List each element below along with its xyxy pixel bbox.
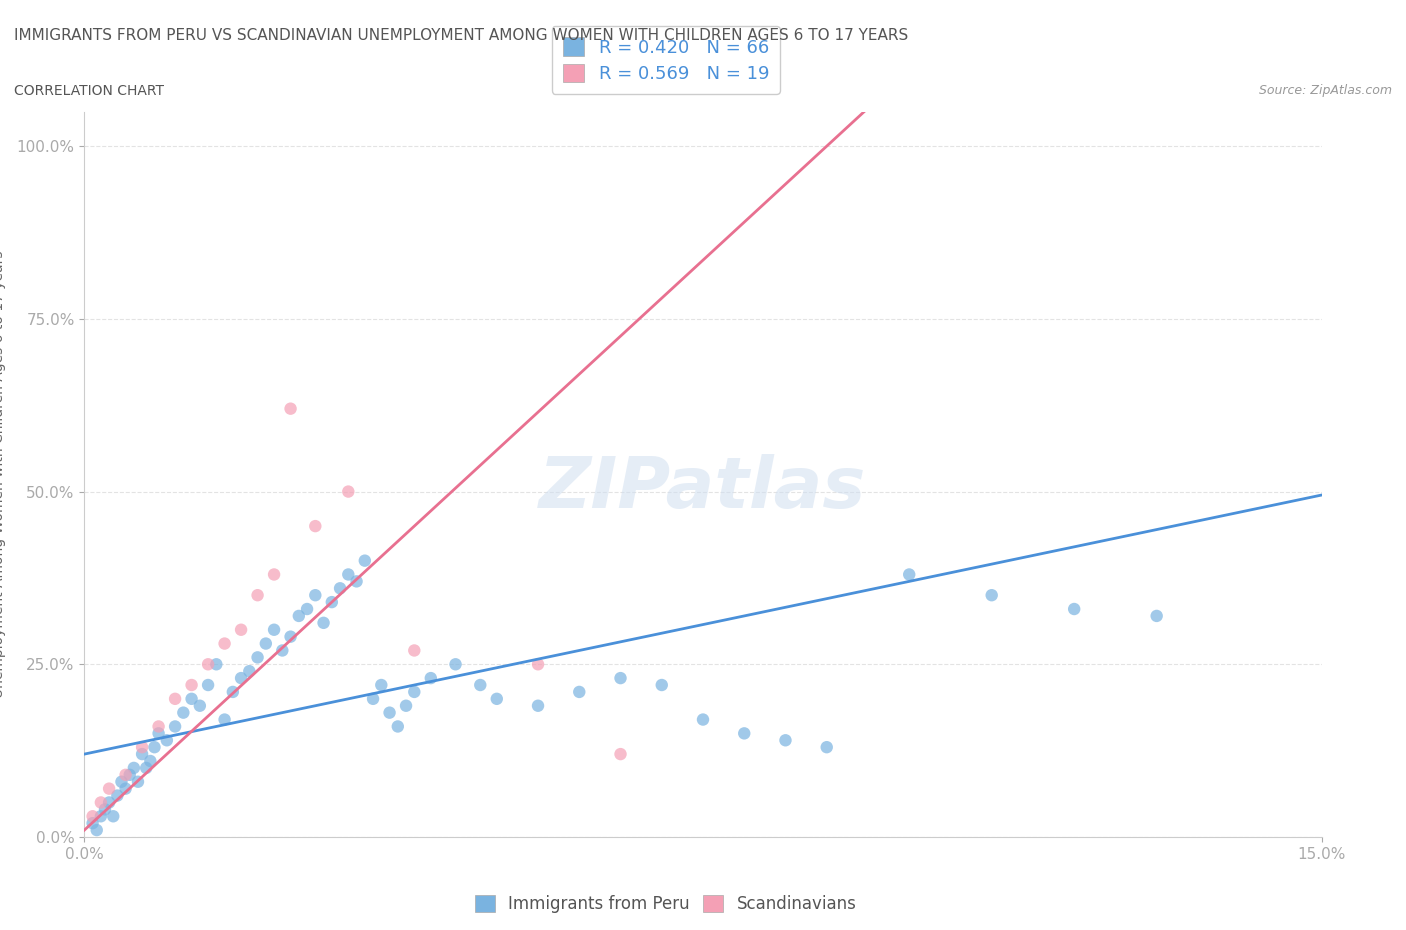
Point	[114, 767, 136, 782]
Point	[609, 671, 631, 685]
Point	[346, 574, 368, 589]
Point	[980, 588, 1002, 603]
Point	[214, 636, 236, 651]
Point	[148, 719, 170, 734]
Point	[156, 733, 179, 748]
Point	[898, 567, 921, 582]
Point	[321, 594, 343, 609]
Point	[271, 643, 294, 658]
Point	[378, 705, 401, 720]
Point	[692, 712, 714, 727]
Point	[229, 622, 252, 637]
Point	[188, 698, 211, 713]
Point	[815, 739, 838, 754]
Point	[135, 761, 157, 776]
Point	[353, 553, 375, 568]
Point	[304, 519, 326, 534]
Point	[90, 809, 112, 824]
Point	[485, 691, 508, 706]
Point	[118, 767, 141, 782]
Point	[131, 747, 153, 762]
Text: IMMIGRANTS FROM PERU VS SCANDINAVIAN UNEMPLOYMENT AMONG WOMEN WITH CHILDREN AGES: IMMIGRANTS FROM PERU VS SCANDINAVIAN UNE…	[14, 28, 908, 43]
Point	[527, 698, 550, 713]
Point	[444, 657, 467, 671]
Point	[205, 657, 228, 671]
Point	[105, 788, 128, 803]
Point	[82, 809, 104, 824]
Point	[527, 657, 550, 671]
Text: ZIPatlas: ZIPatlas	[540, 455, 866, 524]
Point	[197, 678, 219, 693]
Point	[329, 581, 352, 596]
Point	[733, 726, 755, 741]
Point	[280, 630, 302, 644]
Point	[470, 678, 492, 693]
Point	[280, 401, 302, 416]
Point	[404, 684, 426, 699]
Point	[775, 733, 797, 748]
Point	[295, 602, 318, 617]
Point	[568, 684, 591, 699]
Point	[361, 691, 384, 706]
Point	[370, 678, 392, 693]
Point	[139, 753, 162, 768]
Point	[143, 739, 166, 754]
Point	[337, 567, 360, 582]
Point	[165, 719, 187, 734]
Y-axis label: Unemployment Among Women with Children Ages 6 to 17 years: Unemployment Among Women with Children A…	[0, 250, 6, 698]
Point	[254, 636, 277, 651]
Point	[263, 622, 285, 637]
Point	[98, 781, 121, 796]
Text: Source: ZipAtlas.com: Source: ZipAtlas.com	[1258, 84, 1392, 97]
Point	[110, 775, 132, 790]
Text: CORRELATION CHART: CORRELATION CHART	[14, 84, 165, 98]
Point	[98, 795, 121, 810]
Point	[180, 678, 202, 693]
Point	[609, 747, 631, 762]
Point	[94, 802, 117, 817]
Point	[114, 781, 136, 796]
Point	[165, 691, 187, 706]
Point	[419, 671, 441, 685]
Point	[131, 739, 153, 754]
Point	[222, 684, 245, 699]
Point	[172, 705, 194, 720]
Point	[82, 816, 104, 830]
Point	[246, 588, 269, 603]
Point	[127, 775, 149, 790]
Point	[387, 719, 409, 734]
Point	[197, 657, 219, 671]
Point	[229, 671, 252, 685]
Point	[404, 643, 426, 658]
Point	[288, 608, 311, 623]
Point	[246, 650, 269, 665]
Point	[395, 698, 418, 713]
Point	[337, 485, 360, 499]
Point	[312, 616, 335, 631]
Point	[1146, 608, 1168, 623]
Point	[263, 567, 285, 582]
Point	[651, 678, 673, 693]
Legend: Immigrants from Peru, Scandinavians: Immigrants from Peru, Scandinavians	[465, 884, 866, 923]
Point	[148, 726, 170, 741]
Point	[86, 823, 108, 838]
Point	[214, 712, 236, 727]
Point	[1063, 602, 1085, 617]
Point	[304, 588, 326, 603]
Point	[122, 761, 145, 776]
Point	[180, 691, 202, 706]
Point	[103, 809, 125, 824]
Point	[238, 664, 260, 679]
Point	[90, 795, 112, 810]
